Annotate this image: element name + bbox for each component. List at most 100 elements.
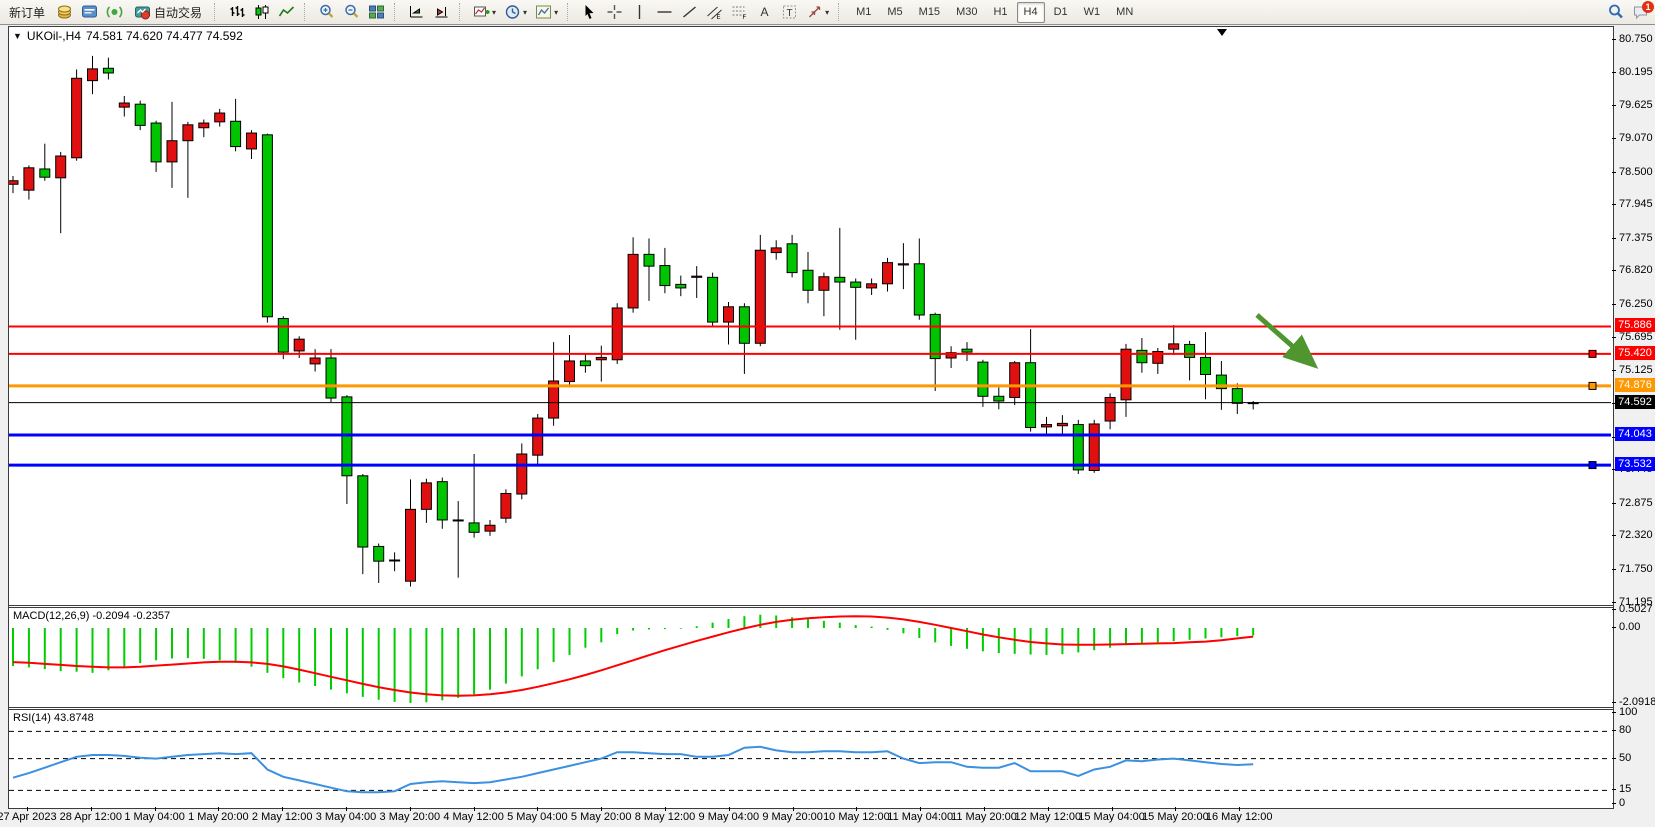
text-label-button[interactable]: T bbox=[778, 2, 801, 23]
candle-64 bbox=[1025, 362, 1037, 428]
market-watch-button[interactable] bbox=[78, 2, 101, 23]
new-order-button[interactable]: 新订单 bbox=[9, 5, 46, 20]
candlestick-chart-button[interactable] bbox=[250, 2, 273, 23]
candle-35 bbox=[564, 360, 575, 383]
indicators-button[interactable]: ▾ bbox=[470, 2, 499, 23]
auto-trading-button[interactable]: 自动交易 bbox=[128, 2, 208, 23]
candle-61 bbox=[977, 361, 989, 397]
axis-tick bbox=[1612, 336, 1616, 338]
svg-text:A: A bbox=[761, 5, 769, 19]
tf-m30-button[interactable]: M30 bbox=[956, 6, 978, 18]
auto-scroll-button[interactable] bbox=[405, 2, 428, 23]
time-tick bbox=[154, 807, 156, 811]
price-badge-74.043: 74.043 bbox=[1615, 426, 1655, 441]
candle-30 bbox=[484, 524, 496, 532]
line-chart-button[interactable] bbox=[275, 2, 298, 23]
tf-m1-button[interactable]: M1 bbox=[856, 6, 872, 18]
price-tick-79.625: 79.625 bbox=[1619, 99, 1653, 112]
time-axis[interactable]: 27 Apr 2023 28 Apr 12:00 1 May 04:00 1 May … bbox=[0, 807, 1618, 827]
chart-shift-icon bbox=[433, 4, 450, 20]
horizontal-line-button[interactable] bbox=[653, 2, 676, 23]
tf-mn-button[interactable]: MN bbox=[1116, 6, 1134, 18]
search-button[interactable] bbox=[1604, 2, 1627, 23]
time-label: 4 May 12:00 bbox=[443, 811, 504, 823]
candle-18 bbox=[293, 338, 305, 352]
main-price-chart[interactable] bbox=[9, 27, 1611, 605]
tf-m5-button[interactable]: M5 bbox=[887, 6, 903, 18]
symbols-button[interactable] bbox=[53, 2, 76, 23]
price-tick-77.945: 77.945 bbox=[1619, 198, 1653, 211]
svg-text:E: E bbox=[717, 15, 721, 20]
equidistant-channel-button[interactable]: E bbox=[703, 2, 726, 23]
cursor-button[interactable] bbox=[578, 2, 601, 23]
rsi-line bbox=[12, 745, 1254, 794]
periods-button[interactable]: ▾ bbox=[501, 2, 530, 23]
tf-h1-button[interactable]: H1 bbox=[993, 6, 1008, 18]
candle-1 bbox=[23, 167, 35, 191]
tile-windows-button[interactable] bbox=[365, 2, 388, 23]
arrows-button[interactable]: ▾ bbox=[803, 2, 832, 23]
axis-tick bbox=[1612, 39, 1616, 40]
notifications-button[interactable]: 1 bbox=[1629, 0, 1654, 23]
price-tick-75.695: 75.695 bbox=[1619, 330, 1653, 343]
chart-ohlc-values: 74.581 74.620 74.477 74.592 bbox=[85, 29, 243, 43]
panel-splitter[interactable] bbox=[9, 707, 1613, 710]
candle-36 bbox=[579, 360, 591, 367]
tf-h4-button[interactable]: H4 bbox=[1016, 1, 1045, 23]
candle-37 bbox=[595, 356, 607, 361]
macd-signal-line bbox=[12, 615, 1254, 697]
text-button[interactable]: A bbox=[753, 2, 776, 23]
chevron-down-icon[interactable]: ▼ bbox=[13, 31, 22, 41]
trendline-button[interactable] bbox=[678, 2, 701, 23]
tf-m15-button[interactable]: M15 bbox=[918, 6, 941, 18]
rsi-tick-80: 80 bbox=[1619, 724, 1632, 737]
time-label: 5 May 20:00 bbox=[570, 811, 632, 823]
line-chart-icon bbox=[278, 4, 295, 20]
time-tick bbox=[473, 807, 475, 811]
candle-12 bbox=[198, 122, 210, 129]
time-tick bbox=[27, 807, 28, 811]
toolbar-separator bbox=[459, 3, 466, 21]
price-badge-75.420: 75.420 bbox=[1615, 345, 1655, 360]
time-label: 10 May 12:00 bbox=[823, 811, 890, 823]
templates-button[interactable]: ▾ bbox=[532, 2, 561, 23]
panel-splitter[interactable] bbox=[9, 605, 1613, 608]
price-tick-72.875: 72.875 bbox=[1619, 496, 1653, 509]
zoom-in-button[interactable] bbox=[315, 2, 338, 23]
bar-chart-button[interactable] bbox=[225, 2, 248, 23]
candle-13 bbox=[214, 112, 226, 123]
macd-tick--2.0918: -2.0918 bbox=[1619, 695, 1655, 708]
candle-39 bbox=[627, 253, 639, 309]
price-badge-73.532: 73.532 bbox=[1615, 457, 1655, 472]
macd-indicator-panel[interactable] bbox=[9, 608, 1611, 707]
time-tick bbox=[665, 807, 666, 811]
tf-d1-button[interactable]: D1 bbox=[1053, 6, 1068, 18]
axis-tick bbox=[1612, 204, 1616, 206]
candle-59 bbox=[945, 352, 957, 359]
candle-43 bbox=[691, 275, 703, 278]
time-tick bbox=[90, 807, 92, 811]
chart-shift-marker-icon bbox=[1217, 29, 1227, 36]
tf-w1-button[interactable]: W1 bbox=[1083, 6, 1101, 18]
chart-shift-button[interactable] bbox=[430, 2, 453, 23]
zoom-out-button[interactable] bbox=[340, 2, 363, 23]
fibonacci-button[interactable]: F bbox=[728, 2, 751, 23]
vertical-line-button[interactable] bbox=[628, 2, 651, 23]
price-axis[interactable]: 80.750 80.195 79.625 79.070 78.500 77.945 77.3… bbox=[1612, 26, 1655, 809]
rsi-indicator-panel[interactable] bbox=[9, 710, 1611, 807]
candle-34 bbox=[548, 380, 560, 419]
text-label-icon: T bbox=[781, 4, 798, 20]
axis-tick bbox=[1612, 502, 1616, 504]
equidistant-channel-icon: E bbox=[706, 4, 723, 20]
chart-title: ▼ UKOil-,H4 74.581 74.620 74.477 74.592 bbox=[13, 29, 243, 43]
candle-56 bbox=[897, 263, 909, 266]
rsi-tick-15: 15 bbox=[1619, 783, 1632, 796]
candle-23 bbox=[373, 545, 385, 562]
chart-window[interactable]: ▼ UKOil-,H4 74.581 74.620 74.477 74.592 … bbox=[8, 26, 1614, 809]
crosshair-button[interactable] bbox=[603, 2, 626, 23]
candle-44 bbox=[707, 276, 719, 323]
candle-19 bbox=[309, 357, 321, 365]
signals-button[interactable] bbox=[103, 2, 126, 23]
candle-9 bbox=[150, 122, 162, 163]
